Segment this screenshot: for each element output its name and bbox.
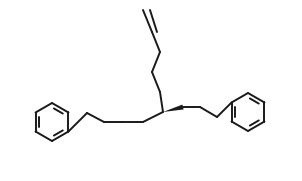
Polygon shape	[163, 105, 184, 112]
